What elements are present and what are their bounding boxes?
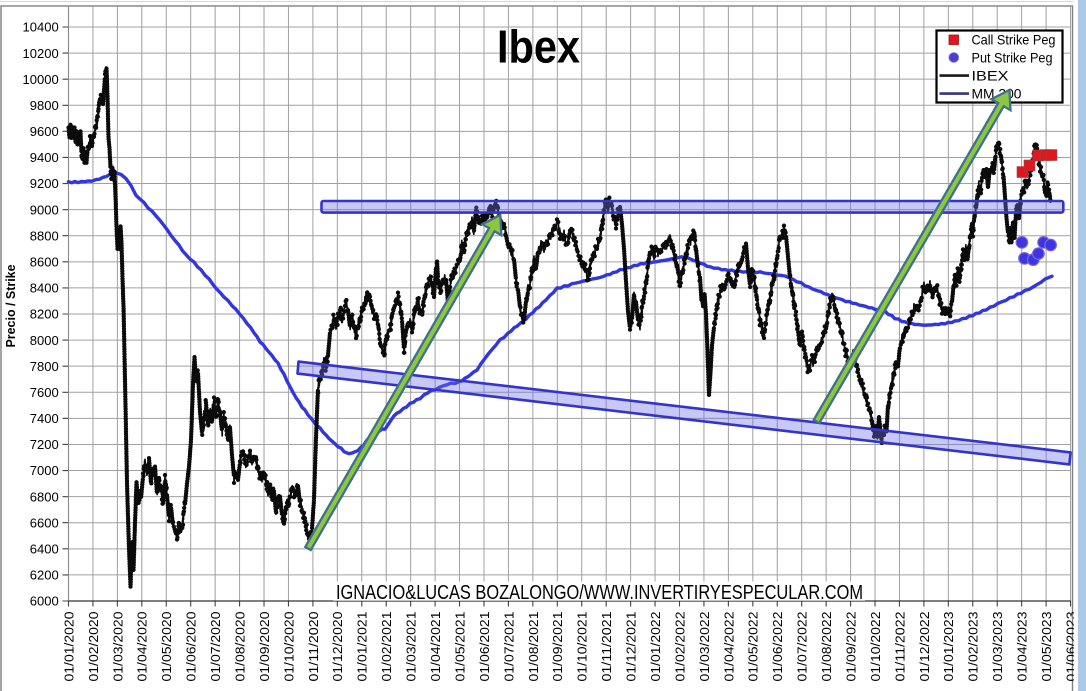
svg-text:01/07/2021: 01/07/2021 (501, 612, 516, 682)
svg-text:6000: 6000 (30, 594, 59, 609)
svg-text:01/05/2020: 01/05/2020 (159, 612, 174, 682)
svg-text:6200: 6200 (30, 568, 59, 583)
svg-text:01/10/2022: 01/10/2022 (868, 612, 883, 682)
svg-text:8600: 8600 (30, 255, 59, 270)
svg-text:01/04/2023: 01/04/2023 (1015, 612, 1030, 682)
svg-text:01/02/2023: 01/02/2023 (966, 612, 981, 682)
svg-text:7200: 7200 (30, 437, 59, 452)
svg-text:Precio / Strike: Precio / Strike (3, 265, 18, 348)
svg-text:9000: 9000 (30, 202, 59, 217)
svg-text:9200: 9200 (30, 176, 59, 191)
svg-text:01/05/2022: 01/05/2022 (746, 612, 761, 682)
svg-text:01/02/2021: 01/02/2021 (379, 612, 394, 682)
svg-text:9400: 9400 (30, 150, 59, 165)
svg-text:01/11/2022: 01/11/2022 (892, 612, 907, 682)
svg-text:01/03/2021: 01/03/2021 (404, 612, 419, 682)
svg-text:01/08/2021: 01/08/2021 (526, 612, 541, 682)
svg-text:Call Strike Peg: Call Strike Peg (972, 32, 1056, 47)
svg-text:9600: 9600 (30, 124, 59, 139)
svg-text:10200: 10200 (23, 46, 59, 61)
svg-text:01/04/2021: 01/04/2021 (428, 612, 443, 682)
svg-text:7000: 7000 (30, 463, 59, 478)
svg-text:9800: 9800 (30, 98, 59, 113)
svg-text:01/01/2023: 01/01/2023 (941, 612, 956, 682)
svg-text:01/09/2020: 01/09/2020 (257, 612, 272, 682)
svg-text:01/04/2020: 01/04/2020 (135, 612, 150, 682)
svg-text:01/03/2023: 01/03/2023 (990, 612, 1005, 682)
svg-text:01/07/2022: 01/07/2022 (795, 612, 810, 682)
svg-text:7400: 7400 (30, 411, 59, 426)
svg-text:01/07/2020: 01/07/2020 (208, 612, 223, 682)
svg-text:6400: 6400 (30, 542, 59, 557)
svg-text:01/06/2021: 01/06/2021 (477, 612, 492, 682)
svg-text:7600: 7600 (30, 385, 59, 400)
svg-text:01/04/2022: 01/04/2022 (721, 612, 736, 682)
svg-text:01/05/2023: 01/05/2023 (1039, 612, 1054, 682)
svg-text:01/01/2021: 01/01/2021 (355, 612, 370, 682)
svg-text:10400: 10400 (23, 20, 59, 35)
svg-text:8000: 8000 (30, 333, 59, 348)
svg-text:01/02/2020: 01/02/2020 (86, 612, 101, 682)
svg-text:8200: 8200 (30, 307, 59, 322)
svg-text:01/12/2021: 01/12/2021 (624, 612, 639, 682)
svg-text:01/12/2020: 01/12/2020 (330, 612, 345, 682)
svg-text:01/03/2022: 01/03/2022 (697, 612, 712, 682)
svg-text:10000: 10000 (23, 72, 59, 87)
svg-text:01/09/2022: 01/09/2022 (843, 612, 858, 682)
svg-text:01/02/2022: 01/02/2022 (672, 612, 687, 682)
svg-text:01/06/2022: 01/06/2022 (770, 612, 785, 682)
svg-text:IGNACIO&LUCAS BOZALONGO/WWW.IN: IGNACIO&LUCAS BOZALONGO/WWW.INVERTIRYESP… (336, 581, 863, 604)
svg-text:Put Strike Peg: Put Strike Peg (972, 50, 1053, 65)
svg-text:01/11/2020: 01/11/2020 (306, 612, 321, 682)
svg-text:6600: 6600 (30, 515, 59, 530)
svg-text:01/06/2020: 01/06/2020 (184, 612, 199, 682)
svg-text:01/09/2021: 01/09/2021 (550, 612, 565, 682)
svg-text:6800: 6800 (30, 489, 59, 504)
svg-text:01/10/2021: 01/10/2021 (575, 612, 590, 682)
svg-text:01/10/2020: 01/10/2020 (281, 612, 296, 682)
svg-text:01/03/2020: 01/03/2020 (110, 612, 125, 682)
svg-text:8400: 8400 (30, 281, 59, 296)
svg-text:01/08/2020: 01/08/2020 (232, 612, 247, 682)
svg-text:01/12/2022: 01/12/2022 (917, 612, 932, 682)
svg-text:IBEX: IBEX (972, 68, 1009, 83)
svg-text:8800: 8800 (30, 228, 59, 243)
svg-text:01/08/2022: 01/08/2022 (819, 612, 834, 682)
svg-text:01/01/2022: 01/01/2022 (648, 612, 663, 682)
svg-text:7800: 7800 (30, 359, 59, 374)
svg-text:01/05/2021: 01/05/2021 (452, 612, 467, 682)
svg-text:Ibex: Ibex (497, 21, 580, 73)
svg-text:01/01/2020: 01/01/2020 (61, 612, 76, 682)
svg-text:01/11/2021: 01/11/2021 (599, 612, 614, 682)
